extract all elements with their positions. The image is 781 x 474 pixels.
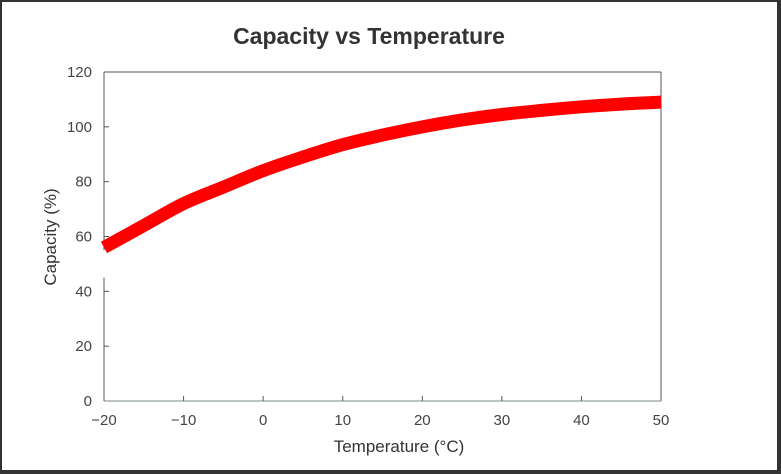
series-line-capacity [100, 95, 662, 254]
y-tick-label: 20 [75, 338, 92, 355]
plot-area: 0 20 40 60 80 100 120 −20 −10 0 10 20 30 40 50 [67, 64, 669, 429]
x-tick-label: −10 [171, 412, 196, 429]
x-tick-label: 20 [414, 412, 431, 429]
x-tick-label: 50 [653, 412, 670, 429]
y-tick-label: 40 [75, 283, 92, 300]
y-tick-label: 100 [67, 119, 92, 136]
y-tick-label: 0 [84, 393, 92, 410]
y-axis-label: Capacity (%) [41, 188, 60, 285]
x-tick-label: 30 [494, 412, 511, 429]
chart-title: Capacity vs Temperature [233, 23, 505, 49]
x-tick-label: 40 [573, 412, 590, 429]
y-tick-label: 60 [75, 229, 92, 246]
x-tick-label: −20 [91, 412, 116, 429]
x-tick-label: 0 [259, 412, 267, 429]
y-tick-label: 120 [67, 64, 92, 81]
x-axis-label: Temperature (°C) [334, 437, 465, 456]
x-tick-label: 10 [334, 412, 351, 429]
y-tick-label: 80 [75, 174, 92, 191]
